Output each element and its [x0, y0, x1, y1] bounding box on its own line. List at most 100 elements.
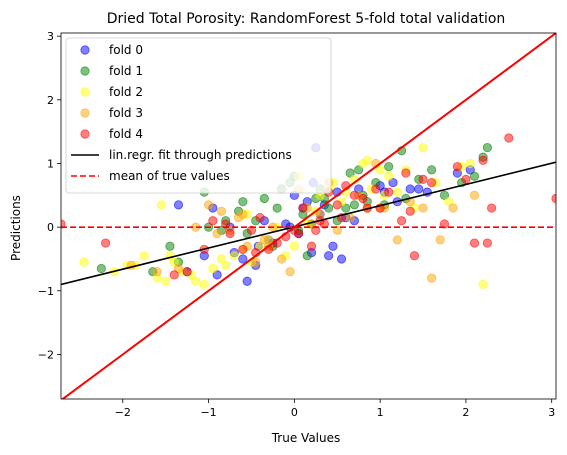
legend: fold 0 fold 1 fold 2 fold 3 fold 4 lin.regr. … — [65, 37, 332, 194]
data-point — [96, 263, 106, 274]
data-point — [384, 187, 394, 197]
legend-entry: lin.regr. fit through predictions — [71, 148, 292, 162]
data-point — [401, 168, 411, 178]
x-tick-label: 2 — [462, 406, 469, 419]
data-point — [358, 193, 368, 204]
data-point — [478, 279, 488, 290]
data-point — [139, 251, 149, 261]
legend-marker — [80, 129, 90, 139]
legend-entry: fold 2 — [80, 85, 143, 99]
data-point — [238, 254, 248, 264]
data-point — [238, 197, 248, 207]
legend-marker — [80, 66, 90, 76]
y-tick-label: 1 — [47, 157, 54, 170]
data-point — [439, 219, 450, 229]
legend-marker — [80, 108, 90, 118]
data-point — [212, 270, 222, 280]
data-point — [212, 228, 222, 239]
data-point — [216, 254, 227, 264]
data-point — [182, 267, 192, 277]
data-point — [349, 200, 359, 210]
legend-label: lin.regr. fit through predictions — [109, 148, 292, 162]
data-point — [332, 200, 342, 210]
data-point — [311, 225, 321, 235]
x-axis-label: True Values — [271, 431, 341, 445]
data-point — [469, 190, 480, 200]
data-point — [216, 206, 227, 216]
data-point — [191, 276, 201, 286]
data-point — [259, 193, 269, 204]
data-point — [392, 187, 402, 197]
data-point — [349, 190, 359, 200]
data-point — [152, 267, 162, 277]
data-point — [79, 257, 89, 267]
data-point — [272, 203, 282, 213]
data-point — [306, 241, 317, 251]
data-point — [405, 206, 415, 216]
y-tick-label: 3 — [47, 30, 54, 43]
data-point — [161, 276, 171, 286]
regression-fit-line — [61, 161, 556, 286]
x-axis-ticks: −2 −1 0 1 2 3 — [115, 399, 555, 419]
data-point — [487, 203, 497, 213]
data-point — [238, 209, 248, 220]
data-point — [324, 203, 334, 213]
data-point — [101, 238, 111, 248]
data-point — [452, 162, 462, 172]
legend-label: mean of true values — [109, 169, 230, 183]
data-point — [345, 212, 355, 223]
data-point — [396, 216, 407, 226]
legend-entry: fold 3 — [80, 106, 143, 120]
legend-label: fold 0 — [109, 43, 143, 57]
data-point — [409, 251, 420, 261]
data-point — [259, 235, 269, 245]
data-point — [251, 257, 261, 267]
data-point — [405, 184, 415, 194]
legend-entry: fold 1 — [80, 64, 143, 78]
legend-marker — [80, 45, 90, 55]
data-point — [388, 177, 398, 188]
y-tick-label: −2 — [38, 348, 54, 361]
data-point — [448, 203, 458, 213]
data-point — [427, 165, 437, 175]
data-point — [169, 270, 179, 280]
data-point — [345, 168, 355, 178]
data-point — [469, 171, 480, 181]
data-point — [169, 257, 179, 267]
x-tick-label: 1 — [377, 406, 384, 419]
data-point — [362, 155, 372, 165]
legend-label: fold 1 — [109, 64, 143, 78]
data-point — [504, 133, 514, 143]
legend-entry: fold 0 — [80, 43, 143, 57]
data-point — [371, 184, 381, 194]
data-point — [439, 190, 450, 200]
y-axis-ticks: −2 −1 0 1 2 3 — [38, 30, 61, 361]
y-axis-label: Predictions — [9, 195, 23, 261]
data-point — [156, 200, 166, 210]
data-point — [173, 200, 184, 210]
data-point — [418, 203, 428, 213]
x-tick-label: 0 — [291, 406, 298, 419]
data-point — [229, 251, 239, 261]
x-tick-label: 3 — [548, 406, 555, 419]
data-point — [384, 171, 394, 181]
data-point — [255, 212, 265, 223]
data-point — [465, 158, 475, 169]
data-point — [332, 225, 342, 235]
y-tick-label: −1 — [38, 285, 54, 298]
y-tick-label: 0 — [47, 221, 54, 234]
legend-marker — [80, 87, 90, 97]
data-point — [246, 225, 257, 235]
data-point — [61, 219, 66, 229]
data-point — [238, 244, 248, 255]
data-point — [173, 263, 184, 274]
legend-entry: fold 4 — [80, 127, 143, 141]
data-point — [435, 235, 445, 245]
legend-label: fold 2 — [109, 85, 143, 99]
legend-box — [65, 37, 332, 194]
data-point — [328, 241, 338, 251]
data-point — [418, 142, 428, 153]
data-point — [427, 177, 437, 188]
data-point — [418, 174, 428, 184]
